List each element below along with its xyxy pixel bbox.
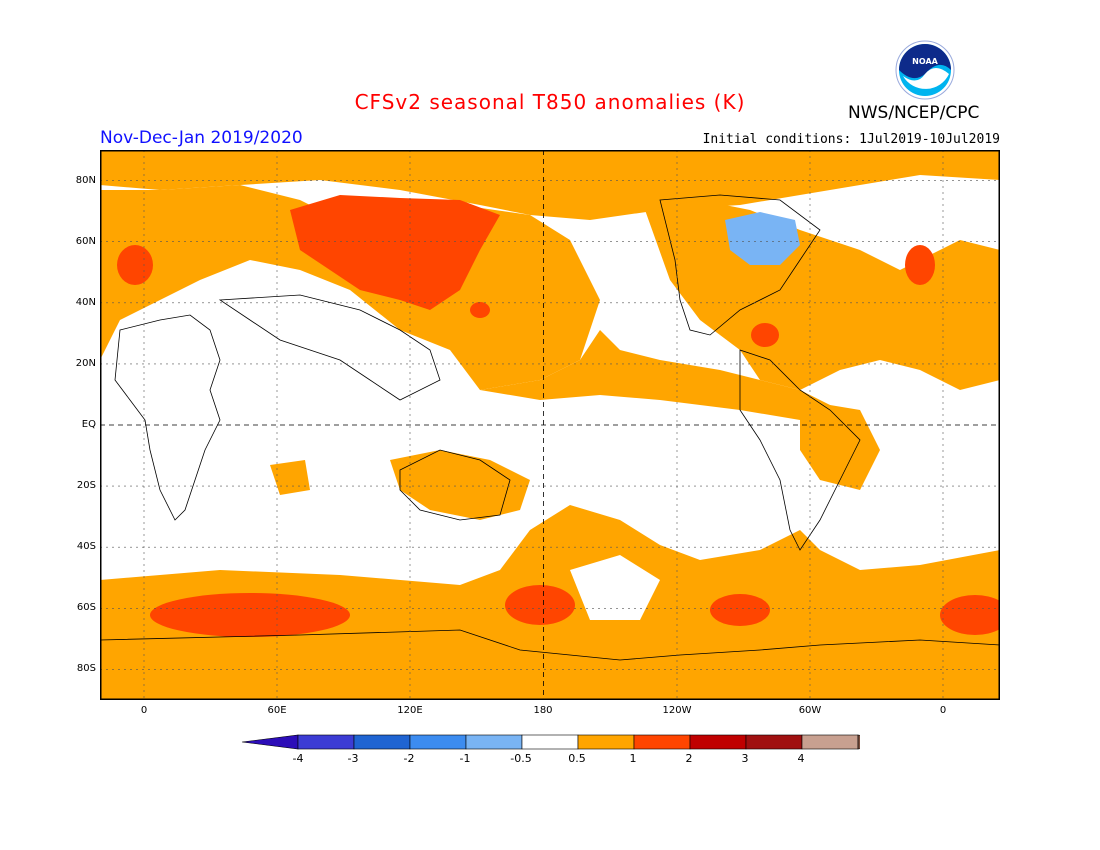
coastlines	[100, 194, 1000, 661]
negative-anomaly-fill	[725, 212, 800, 265]
lon-label-120w: 120W	[662, 705, 692, 716]
lat-label-20n: 20N	[75, 358, 96, 369]
colorbar-cell	[577, 734, 635, 750]
lat-label-80s: 80S	[76, 663, 96, 674]
forecast-period: Nov-Dec-Jan 2019/2020	[100, 128, 303, 148]
colorbar-cell	[689, 734, 747, 750]
graticule	[100, 150, 1000, 700]
lon-label-0: 0	[140, 705, 148, 716]
colorbar-cell	[353, 734, 411, 750]
colorbar-cell	[633, 734, 691, 750]
colorbar-label-m3: -3	[347, 752, 359, 765]
lon-label-180: 180	[533, 705, 553, 716]
colorbar-cell	[409, 734, 467, 750]
lat-label-60n: 60N	[75, 236, 96, 247]
lon-label-120e: 120E	[397, 705, 423, 716]
map-title: CFSv2 seasonal T850 anomalies (K)	[354, 90, 746, 114]
colorbar-label-m4: -4	[292, 752, 304, 765]
map-frame	[100, 150, 1000, 700]
anomaly-map	[100, 150, 1000, 700]
colorbar-cell	[801, 734, 859, 750]
colorbar-cell	[297, 734, 355, 750]
colorbar-label-p4: 4	[797, 752, 805, 765]
noaa-logo: NOAA	[895, 40, 955, 100]
equator-dateline	[100, 150, 1000, 700]
positive-anomaly-fill-strong	[117, 195, 1000, 637]
colorbar-label-m1: -1	[459, 752, 471, 765]
colorbar-label-m2: -2	[403, 752, 415, 765]
colorbar-label-p3: 3	[741, 752, 749, 765]
colorbar	[241, 734, 860, 750]
lat-label-20s: 20S	[76, 480, 96, 491]
lat-label-60s: 60S	[76, 602, 96, 613]
lat-label-eq: EQ	[81, 419, 96, 430]
colorbar-label-p1: 1	[629, 752, 637, 765]
lon-label-60e: 60E	[267, 705, 287, 716]
lat-label-40s: 40S	[76, 541, 96, 552]
initial-conditions: Initial conditions: 1Jul2019-10Jul2019	[702, 132, 1000, 147]
colorbar-arrow-high	[857, 734, 860, 750]
lat-label-80n: 80N	[75, 175, 96, 186]
lat-label-40n: 40N	[75, 297, 96, 308]
logo-text: NOAA	[912, 57, 938, 66]
colorbar-arrow-low	[241, 734, 299, 750]
colorbar-cell	[465, 734, 523, 750]
lon-label-0-east: 0	[939, 705, 947, 716]
colorbar-label-m05: -0.5	[510, 752, 532, 765]
agency-label: NWS/NCEP/CPC	[848, 103, 980, 123]
colorbar-label-p2: 2	[685, 752, 693, 765]
colorbar-label-p05: 0.5	[568, 752, 586, 765]
colorbar-cell	[745, 734, 803, 750]
lon-label-60w: 60W	[798, 705, 822, 716]
colorbar-cell	[521, 734, 579, 750]
